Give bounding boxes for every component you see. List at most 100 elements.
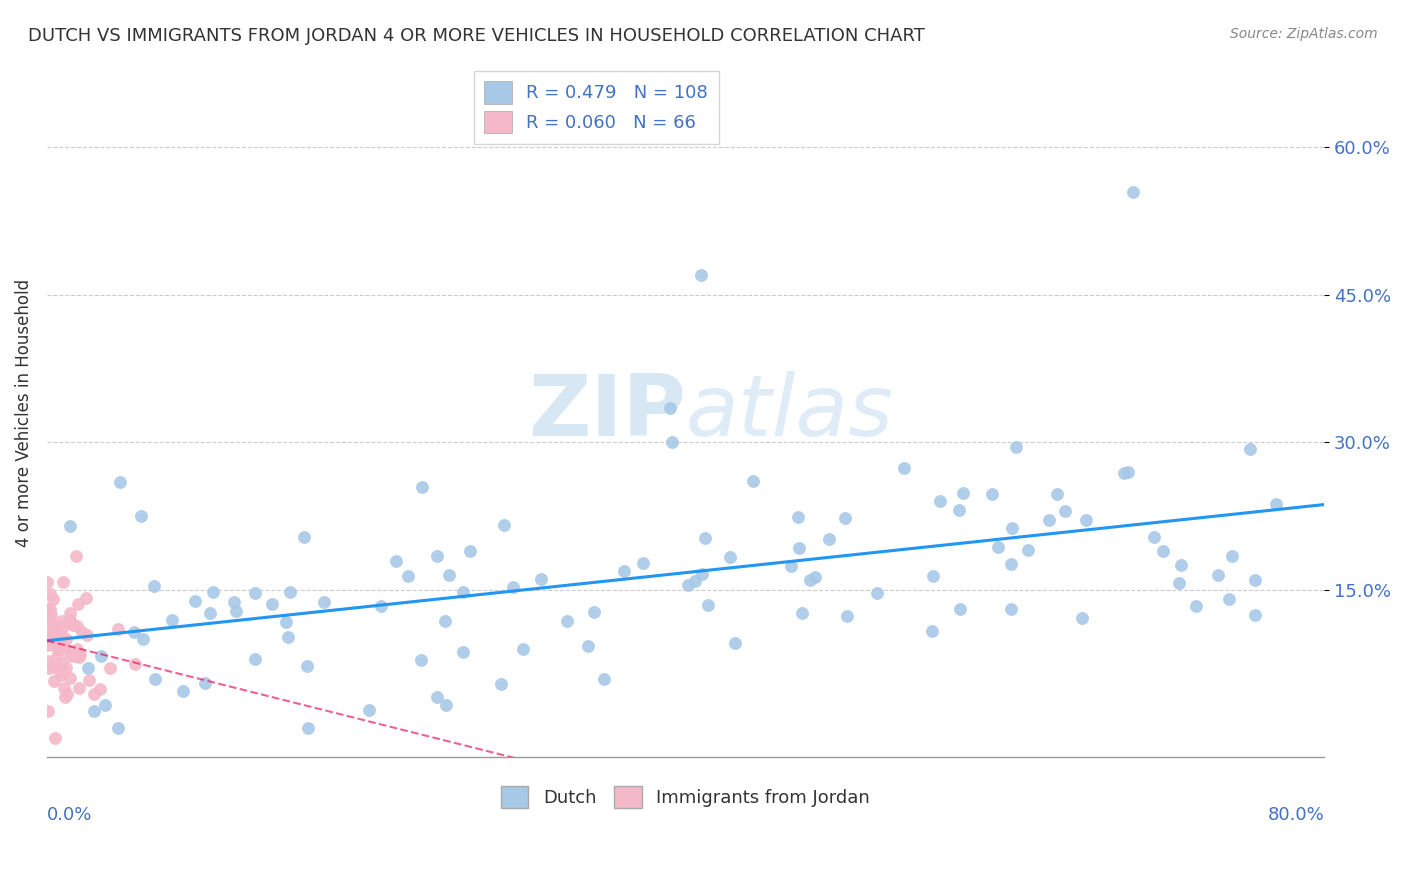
Point [1054,503,1077,517]
Point [1017,542,1039,557]
Point [51,614,73,628]
Point [76,628,98,642]
Point [37,639,59,653]
Point [67,681,90,696]
Point [107,721,129,735]
Point [683,574,706,589]
Point [1218,591,1240,606]
Point [292,530,315,544]
Point [1116,466,1139,480]
Point [62,617,84,632]
Point [426,690,449,704]
Point [818,532,841,546]
Point [948,503,970,517]
Point [75,591,97,605]
Point [59,644,82,658]
Point [1001,521,1024,535]
Point [502,581,524,595]
Point [41,616,63,631]
Point [107,623,129,637]
Text: Source: ZipAtlas.com: Source: ZipAtlas.com [1230,27,1378,41]
Point [37,602,59,616]
Point [143,673,166,687]
Point [122,624,145,639]
Point [70,624,93,639]
Text: atlas: atlas [686,371,894,454]
Point [38,661,60,675]
Point [172,684,194,698]
Point [804,570,827,584]
Point [582,605,605,619]
Point [697,598,720,612]
Point [434,698,457,712]
Point [1000,557,1022,571]
Point [262,598,284,612]
Point [451,645,474,659]
Point [49,662,72,676]
Point [593,672,616,686]
Point [67,650,90,665]
Point [277,630,299,644]
Point [1244,607,1267,622]
Point [83,704,105,718]
Point [94,698,117,712]
Point [434,615,457,629]
Point [866,586,889,600]
Point [142,579,165,593]
Point [1152,544,1174,558]
Point [90,648,112,663]
Point [44,624,66,638]
Point [59,671,82,685]
Point [42,623,65,637]
Point [53,681,76,695]
Point [194,676,217,690]
Point [59,606,82,620]
Point [243,585,266,599]
Point [37,574,59,589]
Point [38,609,60,624]
Point [55,632,77,647]
Point [1206,568,1229,582]
Text: DUTCH VS IMMIGRANTS FROM JORDAN 4 OR MORE VEHICLES IN HOUSEHOLD CORRELATION CHAR: DUTCH VS IMMIGRANTS FROM JORDAN 4 OR MOR… [28,27,925,45]
Point [1122,185,1144,199]
Point [65,549,87,563]
Point [77,673,100,687]
Point [108,475,131,489]
Point [66,618,89,632]
Point [295,658,318,673]
Point [799,573,821,587]
Text: 80.0%: 80.0% [1267,805,1324,823]
Point [1167,576,1189,591]
Point [37,704,59,718]
Point [1004,440,1026,454]
Point [60,616,83,631]
Point [52,640,75,654]
Point [690,268,713,283]
Point [44,731,66,745]
Point [51,621,73,635]
Point [893,461,915,475]
Point [59,613,82,627]
Point [49,665,72,679]
Point [48,639,70,653]
Point [98,661,121,675]
Point [1265,497,1288,511]
Point [949,602,972,616]
Point [439,568,461,582]
Point [835,609,858,624]
Point [41,657,63,672]
Point [312,594,335,608]
Point [297,721,319,735]
Point [530,572,553,586]
Legend: Dutch, Immigrants from Jordan: Dutch, Immigrants from Jordan [492,777,879,817]
Point [724,636,747,650]
Point [512,642,534,657]
Point [184,594,207,608]
Point [1070,611,1092,625]
Point [37,631,59,645]
Point [409,652,432,666]
Point [55,661,77,675]
Point [42,674,65,689]
Point [578,639,600,653]
Point [38,615,60,630]
